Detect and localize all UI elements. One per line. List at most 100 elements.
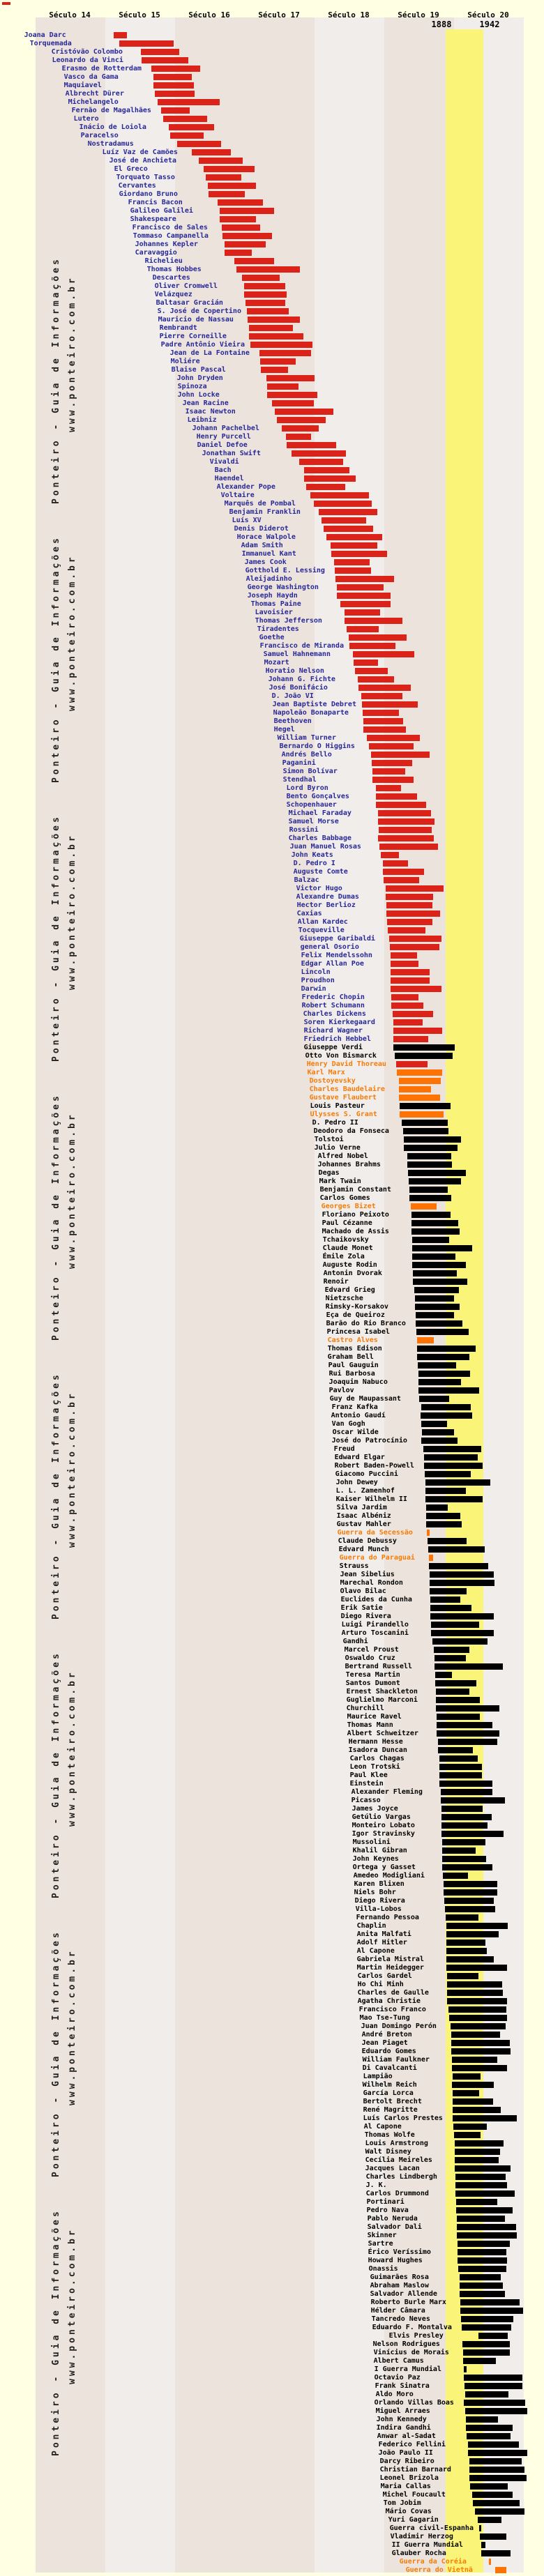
person-name: Horatio Nelson xyxy=(265,667,354,675)
lifespan-bar xyxy=(267,392,317,398)
lifespan-bar xyxy=(417,1354,469,1360)
person-name: Marcel Proust xyxy=(344,1646,432,1654)
person-name: Caravaggio xyxy=(135,249,223,257)
person-name: Torquato Tasso xyxy=(116,174,204,181)
lifespan-bar xyxy=(430,1571,494,1578)
person-name: Isaac Albéniz xyxy=(336,1512,425,1520)
person-name: García Lorca xyxy=(363,2089,451,2097)
lifespan-bar xyxy=(249,333,303,340)
lifespan-bar xyxy=(324,526,373,532)
lifespan-bar xyxy=(386,910,440,917)
person-name: Guy de Maupassant xyxy=(329,1395,418,1403)
person-name: Soren Kierkegaard xyxy=(303,1019,392,1026)
person-name: Yuri Gagarin xyxy=(388,2516,476,2524)
person-name: Thomas Paine xyxy=(250,600,339,608)
war-bar xyxy=(429,1555,433,1561)
person-name: Fernão de Magalhães xyxy=(71,107,160,114)
person-name: Gotthold E. Lessing xyxy=(245,567,333,574)
person-name: Denis Diderot xyxy=(234,525,322,533)
lifespan-bar xyxy=(435,1663,503,1670)
person-name: Vasco da Gama xyxy=(63,73,152,81)
lifespan-bar xyxy=(383,869,424,875)
lifespan-bar xyxy=(378,835,434,841)
watermark-ponteiro-guia: Ponteiro - Guia de Informações xyxy=(51,1930,61,2177)
person-name: Al Capone xyxy=(356,1947,445,1955)
lifespan-bar xyxy=(442,1847,476,1854)
lifespan-bar xyxy=(475,2508,524,2515)
person-name: Albert Camus xyxy=(373,2357,462,2365)
lifespan-bar xyxy=(444,1898,494,1904)
lifespan-bar xyxy=(438,1747,473,1753)
watermark-ponteiro-guia: Ponteiro - Guia de Informações xyxy=(51,1093,61,1341)
person-name: Albert Schweitzer xyxy=(347,1730,435,1737)
person-name: Churchill xyxy=(346,1705,435,1712)
lifespan-bar xyxy=(403,1128,448,1134)
lifespan-bar xyxy=(244,291,287,298)
lifespan-bar xyxy=(319,509,377,515)
lifespan-bar xyxy=(411,1228,460,1235)
lifespan-bar xyxy=(337,584,384,590)
lifespan-bar xyxy=(421,1438,458,1444)
lifespan-bar xyxy=(354,660,378,666)
person-name: Johann Pachelbel xyxy=(192,425,280,432)
person-name: Isaac Newton xyxy=(185,408,273,416)
person-name: Giuseppe Garibaldi xyxy=(299,935,388,943)
person-name: Simon Bolívar xyxy=(282,768,371,775)
lifespan-bar xyxy=(381,852,399,858)
person-name: Bento Gonçalves xyxy=(286,793,375,800)
person-name: Bernardo O Higgins xyxy=(279,742,368,750)
person-name: S. José de Copertino xyxy=(157,307,245,315)
person-name: Guimarães Rosa xyxy=(370,2273,458,2281)
person-name: James Cook xyxy=(244,558,333,566)
person-name: Santos Dumont xyxy=(345,1679,434,1687)
lifespan-bar xyxy=(151,66,200,72)
lifespan-bar xyxy=(418,1362,456,1369)
lifespan-bar xyxy=(391,977,430,984)
person-name: Erik Satie xyxy=(340,1604,429,1612)
lifespan-bar xyxy=(469,2475,527,2481)
lifespan-bar xyxy=(363,726,406,733)
person-name: John Kennedy xyxy=(376,2416,464,2423)
person-name: Bertolt Brecht xyxy=(363,2098,451,2105)
person-name: Auguste Comte xyxy=(293,868,381,876)
lifespan-bar xyxy=(447,1981,502,1988)
person-name: Vladimir Herzog xyxy=(390,2533,478,2540)
person-name: Auguste Rodin xyxy=(322,1261,411,1269)
person-name: Charles Baudelaire xyxy=(309,1085,398,1093)
person-name: Jean Sibelius xyxy=(340,1571,428,1578)
person-name: Maquiavel xyxy=(63,82,152,89)
person-name: João Paulo II xyxy=(378,2449,467,2457)
band-end-year-label: 1942 xyxy=(479,20,500,29)
lifespan-bar xyxy=(236,266,300,273)
person-name: Caxias xyxy=(296,910,385,917)
person-name: Joseph Haydn xyxy=(247,592,335,600)
watermark-ponteiro-guia: Ponteiro - Guia de Informações xyxy=(51,257,61,504)
lifespan-bar xyxy=(426,1521,462,1527)
lifespan-bar xyxy=(393,1028,442,1034)
lifespan-bar xyxy=(393,1011,433,1017)
lifespan-bar xyxy=(451,2023,506,2029)
person-name: Thomas Hobbes xyxy=(146,266,235,273)
lifespan-bar xyxy=(383,860,408,867)
lifespan-bar xyxy=(438,1739,497,1745)
person-name: Thomas Edison xyxy=(327,1345,416,1352)
person-name: John Keynes xyxy=(352,1855,441,1863)
person-name: Barão do Rio Branco xyxy=(326,1320,414,1327)
lifespan-bar xyxy=(441,1814,492,1820)
lifespan-bar xyxy=(441,1789,492,1795)
lifespan-bar xyxy=(464,2375,522,2381)
person-name: Karl Marx xyxy=(307,1069,395,1076)
lifespan-bar xyxy=(141,49,179,55)
lifespan-bar xyxy=(437,1722,492,1728)
lifespan-bar xyxy=(425,1471,471,1477)
lifespan-bar xyxy=(379,827,432,833)
person-name: Sartre xyxy=(368,2240,456,2248)
person-name: Ho Chi Minh xyxy=(357,1981,446,1988)
lifespan-bar xyxy=(435,1680,476,1686)
lifespan-bar xyxy=(412,1245,472,1251)
person-name: Monteiro Lobato xyxy=(352,1822,440,1829)
person-name: Dostoyevsky xyxy=(309,1077,398,1085)
lifespan-bar xyxy=(218,199,263,206)
lifespan-bar xyxy=(428,1538,467,1544)
lifespan-bar xyxy=(454,2132,481,2138)
